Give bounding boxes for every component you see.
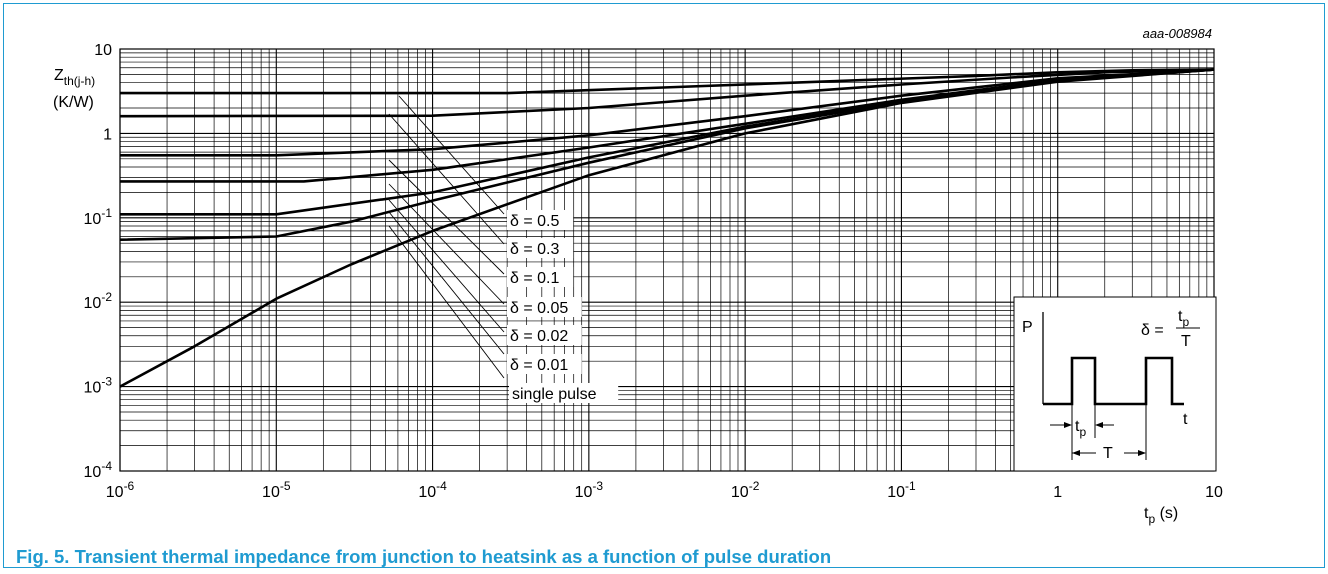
leader-line-1 bbox=[388, 113, 505, 245]
figure-caption: Fig. 5. Transient thermal impedance from… bbox=[16, 546, 832, 567]
x-tick-label-7: 10 bbox=[1205, 484, 1223, 501]
series-label-4: δ = 0.02 bbox=[510, 328, 568, 345]
inset-tp-right-arrowhead bbox=[1095, 422, 1103, 428]
x-tick-label-1: 10-5 bbox=[262, 479, 291, 501]
inset-pulse-waveform bbox=[1043, 356, 1184, 406]
inset-tp-left-arrowhead bbox=[1064, 422, 1072, 428]
series-label-bg-1 bbox=[507, 238, 574, 258]
inset-box bbox=[1013, 296, 1217, 472]
y-axis-title-sub: th(j-h) bbox=[64, 74, 95, 88]
series-label-2: δ = 0.1 bbox=[510, 270, 559, 287]
inset-formula-num-sub: p bbox=[1182, 315, 1189, 329]
leader-line-2 bbox=[388, 159, 505, 275]
figure-frame: 10-6 10-5 10-4 10-3 10-2 10-1 1 10 10-4 10-3 10-2 1… bbox=[3, 3, 1325, 568]
y-tick-label-2: 10-2 bbox=[84, 290, 113, 312]
x-tick-label-4: 10-2 bbox=[731, 479, 760, 501]
series-line-6 bbox=[119, 68, 1215, 388]
inset-T-label: T bbox=[1103, 445, 1113, 462]
series-label-3: δ = 0.05 bbox=[510, 300, 568, 317]
x-axis-title-main: t bbox=[1144, 505, 1149, 522]
leader-line-6 bbox=[388, 225, 505, 379]
inset-formula-lhs: δ = bbox=[1141, 322, 1164, 339]
leader-line-0 bbox=[398, 95, 505, 215]
series-label-bg-5 bbox=[507, 354, 582, 374]
series-label-bg-4 bbox=[507, 325, 582, 345]
leader-line-3 bbox=[388, 183, 505, 305]
x-tick-label-0: 10-6 bbox=[106, 479, 135, 501]
series-label-1: δ = 0.3 bbox=[510, 241, 559, 258]
series-line-1 bbox=[119, 68, 1215, 118]
series-label-5: δ = 0.01 bbox=[510, 357, 568, 374]
inset-T-arrowhead-right bbox=[1138, 450, 1146, 456]
leader-lines bbox=[388, 95, 505, 379]
x-axis-title-sub: p bbox=[1148, 512, 1155, 526]
inset-T-arrowhead-left bbox=[1072, 450, 1080, 456]
figure-code: aaa-008984 bbox=[1143, 26, 1212, 41]
y-tick-label-0: 10-4 bbox=[84, 459, 113, 481]
y-tick-label-4: 1 bbox=[103, 126, 112, 143]
y-tick-label-3: 10-1 bbox=[84, 206, 113, 228]
y-axis-unit: (K/W) bbox=[53, 94, 94, 111]
series-label-6: single pulse bbox=[512, 386, 597, 403]
x-tick-label-2: 10-4 bbox=[418, 479, 447, 501]
inset-t-label: t bbox=[1183, 411, 1188, 428]
leader-line-5 bbox=[388, 211, 505, 355]
plot-frame bbox=[119, 48, 1215, 472]
thermal-impedance-chart: 10-6 10-5 10-4 10-3 10-2 10-1 1 10 10-4 10-3 10-2 1… bbox=[53, 26, 1223, 526]
inset-tp-main: t bbox=[1075, 418, 1080, 435]
duty-cycle-inset: P t tp T δ = tp T bbox=[1013, 296, 1217, 472]
series-label-bg-0 bbox=[507, 210, 574, 230]
x-axis-title-unit: (s) bbox=[1155, 505, 1178, 522]
y-axis-title: Zth(j-h) bbox=[54, 67, 95, 88]
y-axis-title-main: Z bbox=[54, 67, 64, 84]
x-tick-label-5: 10-1 bbox=[887, 479, 916, 501]
y-tick-label-5: 10 bbox=[94, 42, 112, 59]
x-tick-label-3: 10-3 bbox=[575, 479, 604, 501]
inset-tp-label: tp bbox=[1075, 418, 1086, 439]
inset-p-label: P bbox=[1022, 319, 1033, 336]
x-tick-label-6: 1 bbox=[1053, 484, 1062, 501]
leader-line-4 bbox=[388, 199, 505, 333]
series-layer bbox=[119, 68, 1215, 388]
y-tick-label-1: 10-3 bbox=[84, 375, 113, 397]
series-line-2 bbox=[120, 68, 1215, 157]
inset-formula-denominator: T bbox=[1181, 333, 1191, 350]
inset-tp-sub: p bbox=[1079, 425, 1086, 439]
series-labels: δ = 0.5 δ = 0.3 δ = 0.1 δ = 0.05 δ = 0.02 δ =… bbox=[507, 210, 619, 403]
series-label-bg-3 bbox=[507, 297, 582, 317]
x-axis-title: tp (s) bbox=[1144, 505, 1178, 526]
inset-formula-numerator: tp bbox=[1178, 308, 1189, 329]
axis-layer: 10-6 10-5 10-4 10-3 10-2 10-1 1 10 10-4 10-3 10-2 1… bbox=[84, 42, 1223, 501]
inset-formula-num-main: t bbox=[1178, 308, 1183, 325]
series-label-0: δ = 0.5 bbox=[510, 213, 559, 230]
series-label-bg-2 bbox=[507, 267, 574, 287]
series-label-bg-6 bbox=[509, 383, 619, 403]
